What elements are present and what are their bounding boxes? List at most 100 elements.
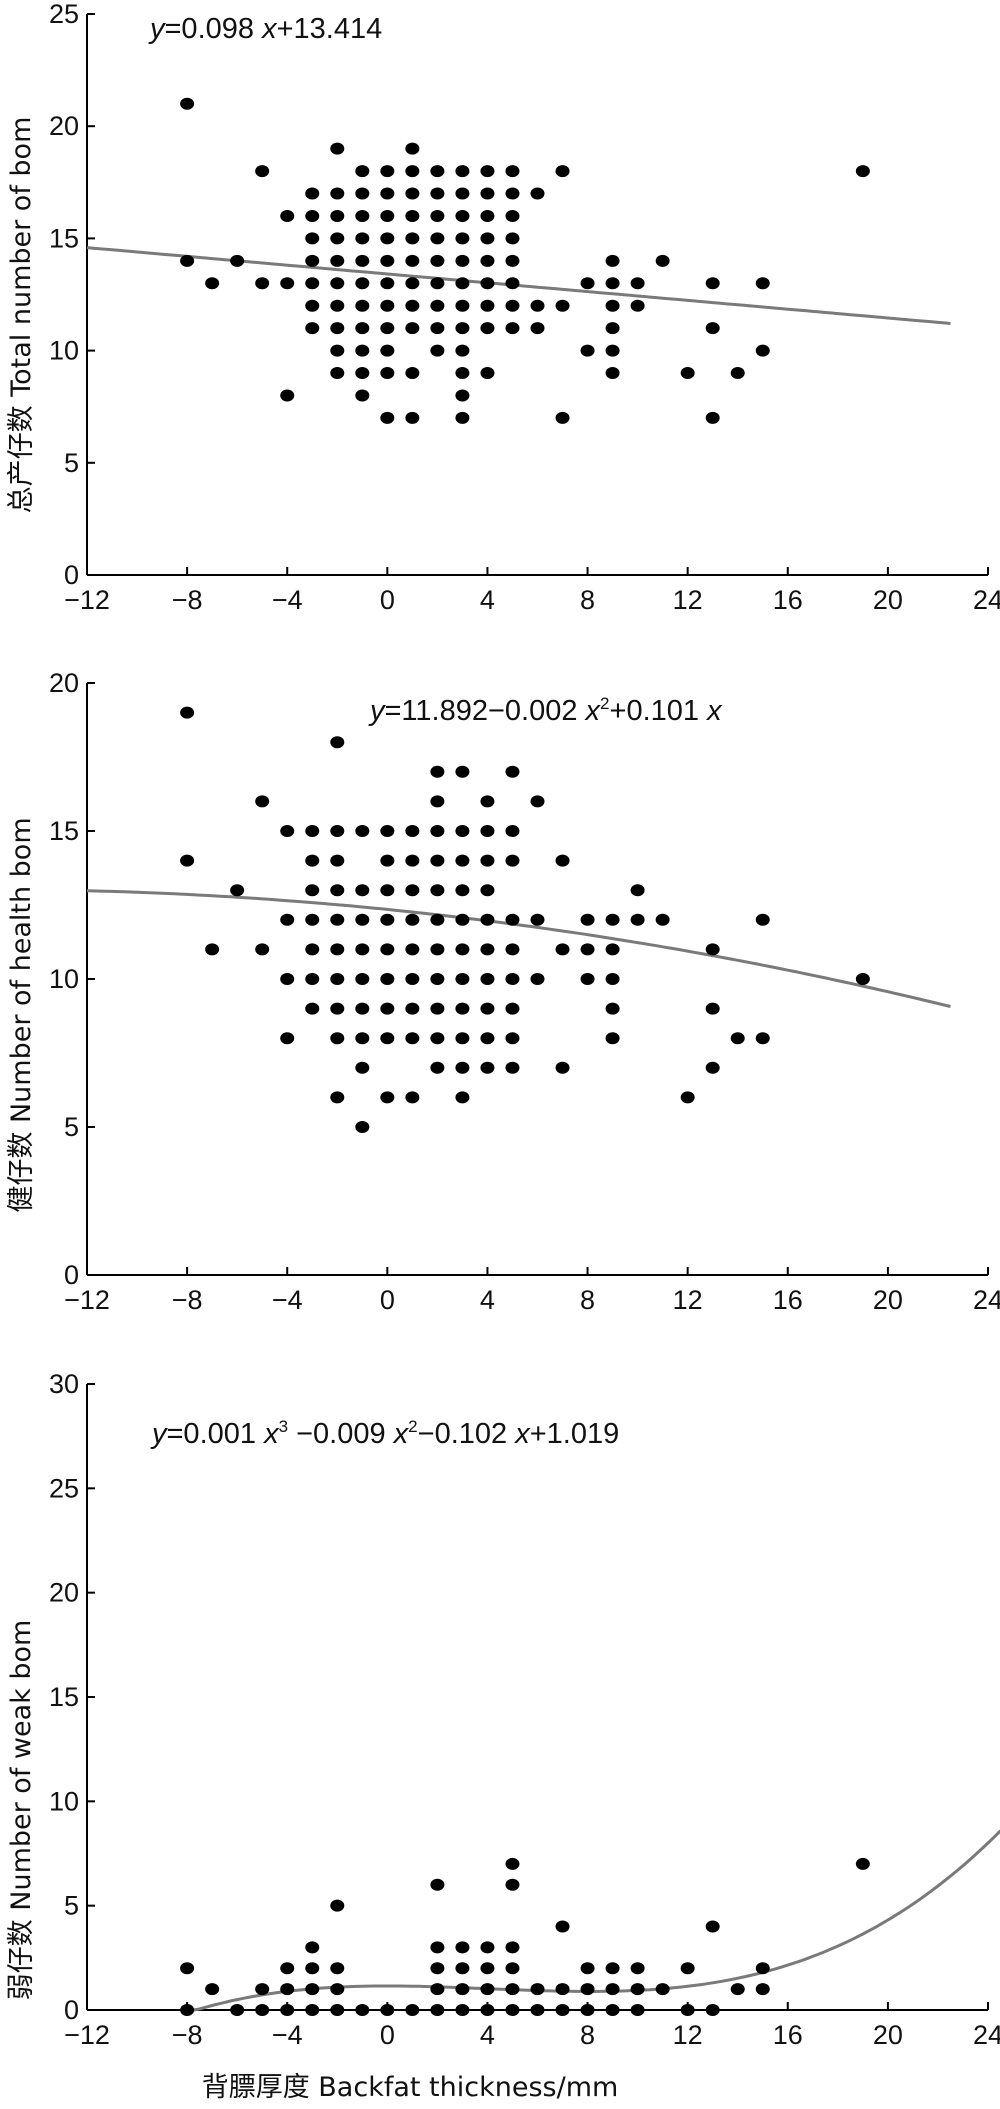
data-point [430,322,445,335]
data-point [330,277,345,290]
y-tick-label: 20 [49,1578,79,1608]
data-point [680,2004,695,2016]
x-tick-label: 20 [873,2020,903,2050]
data-point [455,389,470,402]
fit-line [187,1829,1000,2012]
data-point [605,2004,620,2016]
data-point [430,2004,445,2016]
data-point [505,913,520,926]
data-point [855,973,870,985]
data-point [330,299,345,312]
data-point [355,943,370,956]
data-point [430,884,445,897]
data-point [330,1032,345,1045]
panel-health-born: 健仔数 Number of health bom y=11.892−0.002 … [6,668,1000,1315]
data-point [480,299,495,312]
data-point [455,1032,470,1045]
data-point [180,2004,195,2016]
data-point [355,1032,370,1045]
data-point [230,254,245,267]
data-point [205,943,220,956]
data-point [355,884,370,897]
data-point [705,322,720,335]
data-point [580,913,595,926]
y-tick-label: 15 [49,1682,79,1712]
data-point [230,884,245,897]
data-point [405,367,420,380]
data-point [305,943,320,956]
data-point [430,1878,445,1891]
data-point [380,322,395,335]
panel-total-born: 总产仔数 Total number of bom y=0.098 x+13.41… [6,0,1000,615]
data-point [305,1962,320,1975]
data-point [405,322,420,335]
data-point [605,254,620,267]
y-tick-label: 0 [64,560,79,590]
data-point [480,187,495,200]
data-point [455,943,470,956]
data-point [605,322,620,335]
y-tick-label: 10 [49,964,79,994]
data-point [380,913,395,926]
y-tick-label: 25 [49,0,79,29]
data-point [355,913,370,926]
data-point [855,165,870,178]
data-point [380,367,395,380]
data-point [505,825,520,837]
y-tick-label: 20 [49,668,79,698]
x-axis-label: 背膘厚度 Backfat thickness/mm [202,2072,619,2103]
data-point [305,254,320,267]
data-point [455,825,470,837]
data-point [330,142,345,155]
data-point [430,1941,445,1954]
x-tick-label: 8 [580,1285,595,1315]
y-tick-label: 10 [49,336,79,366]
data-point [755,1983,770,1996]
data-point [505,209,520,222]
data-point [380,854,395,867]
equation-label: y=11.892−0.002 x2+0.101 x [368,694,723,727]
data-point [455,1002,470,1015]
data-point [430,913,445,926]
data-point [480,943,495,956]
data-point [505,1941,520,1954]
data-point [655,913,670,926]
data-point [330,943,345,956]
data-point [205,277,220,290]
data-point [330,344,345,357]
x-tick-label: 0 [380,585,395,615]
data-point [505,322,520,335]
data-point [280,913,295,926]
data-point [655,1983,670,1996]
data-point [330,913,345,926]
data-point [330,1962,345,1975]
data-point [455,187,470,200]
data-point [355,232,370,245]
data-point [430,854,445,867]
data-point [330,825,345,837]
y-tick-label: 5 [64,1112,79,1142]
data-point [505,765,520,778]
data-point [330,187,345,200]
data-point [330,1002,345,1015]
data-point [455,1962,470,1975]
data-point [505,1061,520,1074]
data-point [455,165,470,178]
data-point [555,165,570,178]
y-tick-label: 5 [64,448,79,478]
data-point [605,1032,620,1045]
data-point [855,1857,870,1870]
data-point [180,854,195,867]
data-point [530,973,545,985]
y-tick-label: 20 [49,111,79,141]
data-point [305,1941,320,1954]
data-point [355,1121,370,1133]
x-tick-label: −4 [272,585,303,615]
data-point [605,1983,620,1996]
data-point [555,1983,570,1996]
data-point [705,1920,720,1933]
data-point [280,389,295,402]
data-point [405,277,420,290]
data-point [330,254,345,267]
data-point [430,1962,445,1975]
